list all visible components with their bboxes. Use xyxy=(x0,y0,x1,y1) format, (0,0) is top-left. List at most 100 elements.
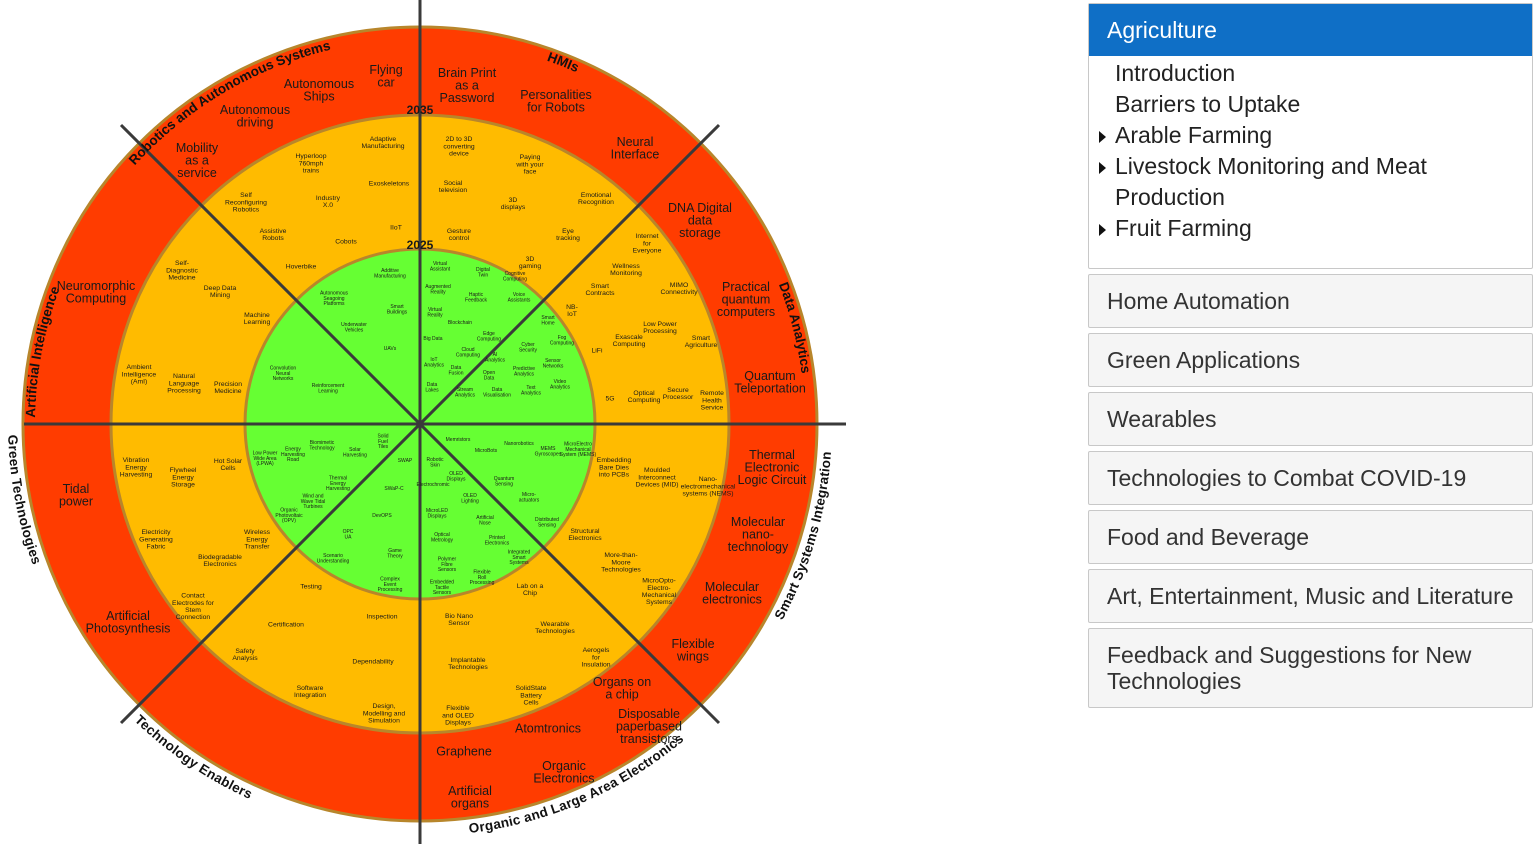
inner-ring-label: Optical Metrology xyxy=(431,532,453,543)
middle-ring-label: Industry X.0 xyxy=(316,195,341,209)
middle-ring-label: Flexible and OLED Displays xyxy=(442,705,474,726)
panel-agriculture: Agriculture Introduction Barriers to Upta… xyxy=(1088,3,1533,269)
agriculture-subitem[interactable]: Fruit Farming xyxy=(1089,213,1532,244)
panel-title[interactable]: Feedback and Suggestions for New Technol… xyxy=(1107,642,1472,694)
middle-ring-label: Gesture control xyxy=(447,228,471,242)
inner-ring-label: Distributed Sensing xyxy=(535,517,559,528)
middle-ring-label: SolidState Battery Cells xyxy=(516,685,547,706)
panel[interactable]: Food and Beverage xyxy=(1088,510,1533,564)
agriculture-subitem[interactable]: Livestock Monitoring and Meat Production xyxy=(1089,151,1532,213)
subitem-label: Arable Farming xyxy=(1115,122,1273,148)
panel-title[interactable]: Home Automation xyxy=(1107,288,1290,314)
outer-ring-label: Practical quantum computers xyxy=(717,280,775,319)
middle-ring-label: Ambient Intelligence (AmI) xyxy=(122,364,157,385)
middle-ring-label: Wellness Monitoring xyxy=(610,263,642,277)
middle-ring-label: MIMO Connectivity xyxy=(660,282,698,296)
inner-ring-label: Energy Harvesting Road xyxy=(281,446,305,463)
inner-ring-label: MicroElectro Mechanical System (MEMS) xyxy=(560,441,597,458)
inner-ring-label: Memristors xyxy=(446,437,471,443)
panel-title[interactable]: Technologies to Combat COVID-19 xyxy=(1107,465,1467,491)
outer-ring-label: Organs on a chip xyxy=(593,675,651,702)
middle-ring-label: Lab on a Chip xyxy=(517,583,544,597)
panel[interactable]: Wearables xyxy=(1088,392,1533,446)
inner-ring-label: Quantum Sensing xyxy=(494,476,515,487)
inner-ring-label: Edge Computing xyxy=(477,331,501,342)
panel[interactable]: Home Automation xyxy=(1088,274,1533,328)
subitem-label: Barriers to Uptake xyxy=(1115,91,1301,117)
panel-title[interactable]: Food and Beverage xyxy=(1107,524,1310,550)
agriculture-subitem[interactable]: Barriers to Uptake xyxy=(1089,89,1532,120)
inner-ring-label: Haptic Feedback xyxy=(465,292,487,303)
inner-ring-label: Text Analytics xyxy=(521,385,542,396)
middle-ring-label: Embedding Bare Dies into PCBs xyxy=(597,457,632,478)
middle-ring-label: Wearable Technologies xyxy=(535,621,575,635)
inner-ring-label: Smart Buildings xyxy=(387,304,408,315)
middle-ring-label: 5G xyxy=(605,395,614,402)
outer-ring-label: Organic Electronics xyxy=(533,759,594,786)
collapsed-panels: Home Automation Green Applications Wearabl… xyxy=(1088,274,1533,708)
panel-title[interactable]: Wearables xyxy=(1107,406,1217,432)
middle-ring-label: Adaptive Manufacturing xyxy=(361,136,404,150)
inner-ring-label: Flexible Roll Processing xyxy=(470,569,495,586)
middle-ring-label: 3D displays xyxy=(501,197,526,211)
panel[interactable]: Feedback and Suggestions for New Technol… xyxy=(1088,628,1533,708)
agriculture-subitems: Introduction Barriers to Uptake Arable Far… xyxy=(1089,56,1532,268)
outer-ring-label: Molecular electronics xyxy=(702,580,762,607)
outer-ring-label: Artificial organs xyxy=(448,784,492,811)
middle-ring-label: Moulded Interconnect Devices (MID) xyxy=(635,467,678,488)
panel-title[interactable]: Green Applications xyxy=(1107,347,1301,373)
middle-ring-label: Low Power Processing xyxy=(643,321,677,335)
outer-ring-label: Mobility as a service xyxy=(176,141,219,180)
panel[interactable]: Technologies to Combat COVID-19 xyxy=(1088,451,1533,505)
inner-ring-label: MEMS Gyroscopes xyxy=(535,446,562,457)
middle-ring-label: Eye tracking xyxy=(556,228,580,242)
agriculture-subitem[interactable]: Arable Farming xyxy=(1089,120,1532,151)
middle-ring-labels: Adaptive Manufacturing Hyperloop 760mph trai… xyxy=(120,136,736,727)
outer-ring-label: Tidal power xyxy=(59,482,93,509)
outer-ring-label: Graphene xyxy=(436,744,492,758)
inner-ring-label: Integrated Smart Systems xyxy=(508,549,531,566)
outer-ring-label: Thermal Electronic Logic Circuit xyxy=(738,448,807,487)
middle-ring-label: Deep Data Mining xyxy=(204,285,237,299)
middle-ring-label: Bio Nano Sensor xyxy=(445,613,473,627)
expand-triangle-icon[interactable] xyxy=(1099,224,1106,236)
inner-ring-label: Scenario Understanding xyxy=(317,553,350,564)
agriculture-subitem[interactable]: Introduction xyxy=(1089,58,1532,89)
middle-ring-label: Vibration Energy Harvesting xyxy=(120,457,153,478)
inner-ring-label: Data Visualisation xyxy=(483,387,511,398)
panel-title[interactable]: Art, Entertainment, Music and Literature xyxy=(1107,583,1514,609)
inner-ring-label: Voice Assistants xyxy=(508,292,531,303)
inner-ring-label: Robotic Skin xyxy=(427,457,444,468)
radar-axes xyxy=(24,0,846,844)
panel-title-agriculture[interactable]: Agriculture xyxy=(1089,4,1532,56)
inner-ring-label: Solid Fuel Tiles xyxy=(377,433,388,450)
expand-triangle-icon[interactable] xyxy=(1099,162,1106,174)
inner-ring-label: Video Analytics xyxy=(550,379,571,390)
middle-ring-label: More-than-Moore Technologies xyxy=(601,552,641,573)
outer-ring-label: Molecular nano-technology xyxy=(728,515,789,554)
inner-ring-label: Game Theory xyxy=(387,548,403,559)
inner-ring-label: Augmented Reality xyxy=(425,284,451,295)
inner-ring-label: Reinforcement Learning xyxy=(312,383,345,394)
middle-ring-label: NB-IoT xyxy=(566,304,578,318)
panel[interactable]: Green Applications xyxy=(1088,333,1533,387)
middle-ring-label: Social television xyxy=(439,180,468,194)
middle-ring-label: Smart Contracts xyxy=(585,283,615,297)
middle-ring-label: Machine Learning xyxy=(244,312,271,326)
outer-ring-label: Flying car xyxy=(369,63,402,90)
inner-ring-label: Digital Twin xyxy=(476,267,490,278)
panel[interactable]: Art, Entertainment, Music and Literature xyxy=(1088,569,1533,623)
middle-ring-label: Assistive Robots xyxy=(260,228,287,242)
expand-triangle-icon[interactable] xyxy=(1099,131,1106,143)
inner-ring-label: OLED Lighting xyxy=(461,493,479,504)
middle-ring-label: Self Reconfiguring Robotics xyxy=(225,192,267,213)
middle-ring-label: Hot Solar Cells xyxy=(214,458,243,472)
middle-ring-label: Wireless Energy Transfer xyxy=(244,529,271,550)
middle-ring-label: Secure Processor xyxy=(663,387,694,401)
middle-ring-label: Remote Health Service xyxy=(700,390,724,411)
inner-ring-label: Artificial Nose xyxy=(476,515,494,526)
inner-ring-label: Virtual Assistant xyxy=(430,261,451,272)
middle-ring-label: Smart Agriculture xyxy=(685,335,718,349)
inner-ring-label: Predictive Analytics xyxy=(513,366,535,377)
middle-ring-label: Design, Modelling and Simulation xyxy=(363,703,406,724)
